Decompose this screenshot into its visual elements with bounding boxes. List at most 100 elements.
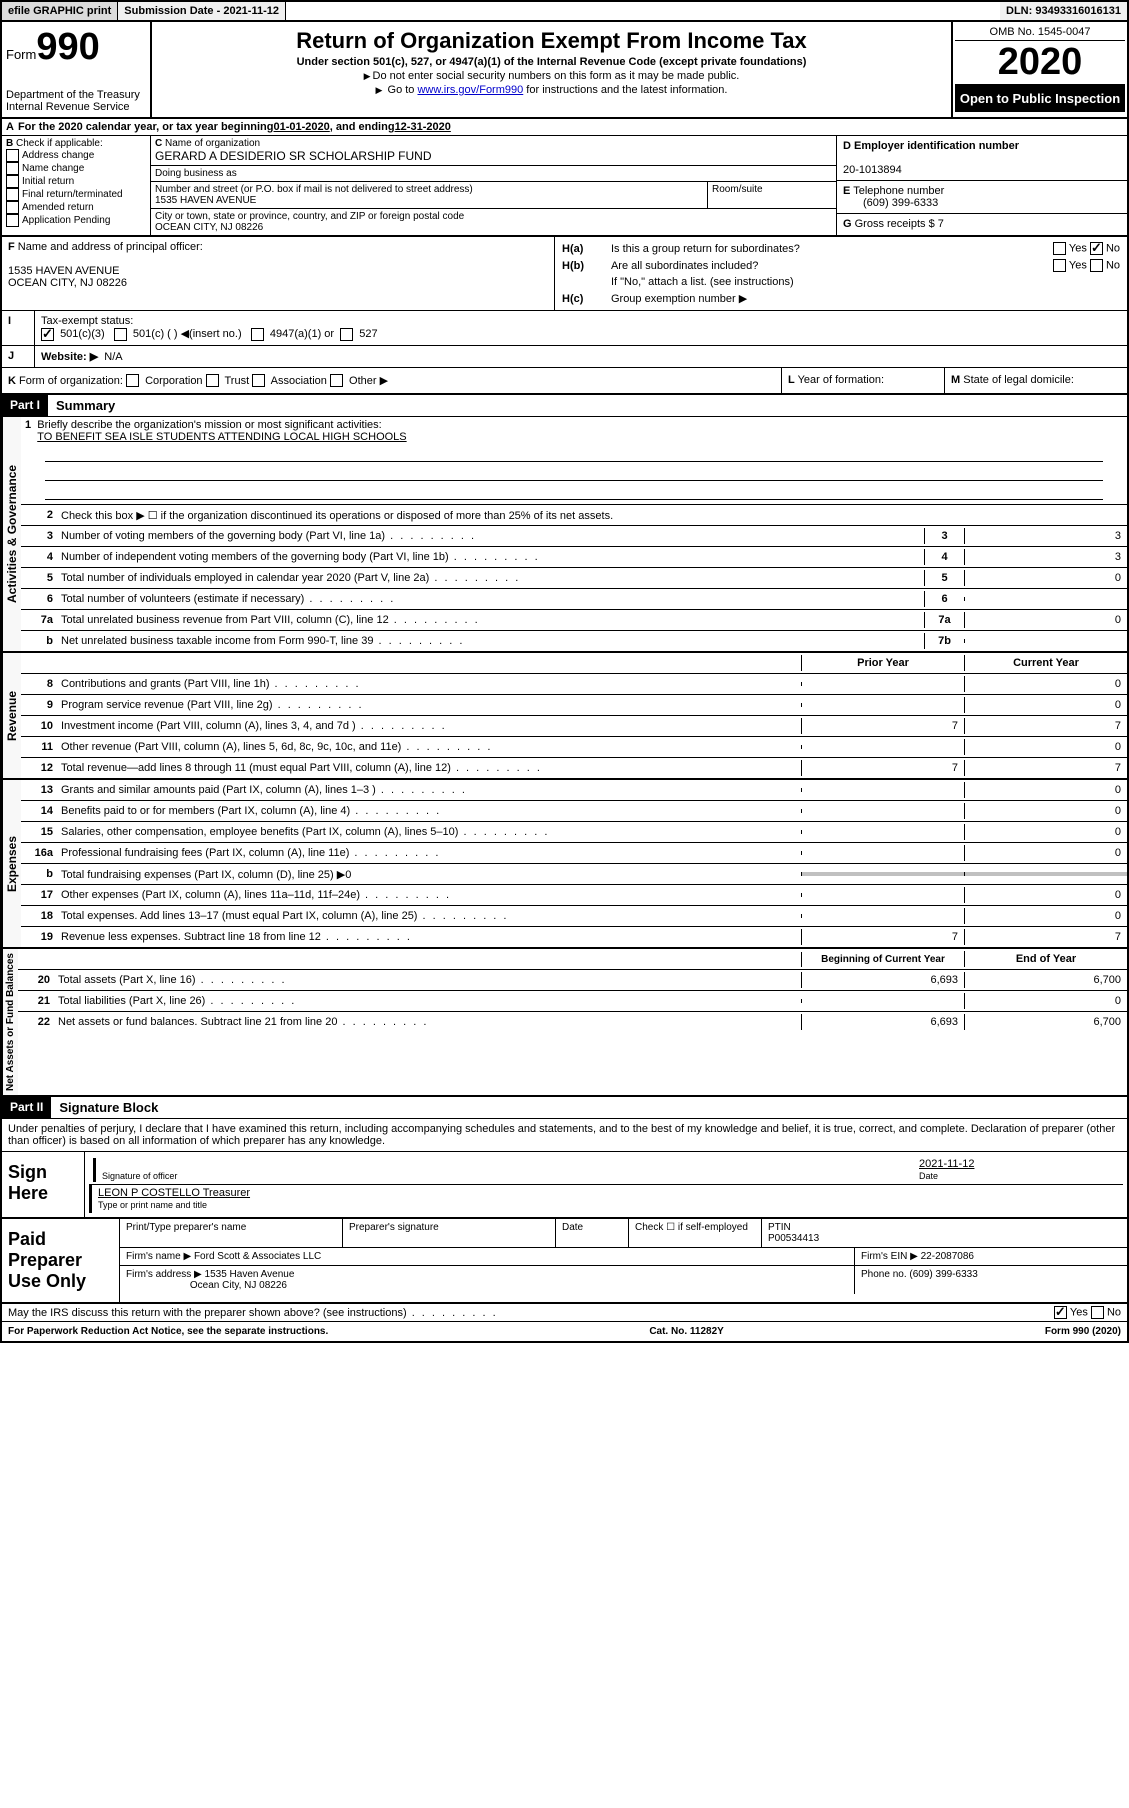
checkbox-pending[interactable] [6, 214, 19, 227]
l-cell: L Year of formation: [782, 368, 945, 394]
line2-label: Check this box ▶ ☐ if the organization d… [57, 507, 1127, 524]
line-row: 8Contributions and grants (Part VIII, li… [21, 674, 1127, 695]
tax-status-row: I Tax-exempt status: 501(c)(3) 501(c) ( … [2, 311, 1127, 346]
tax-status-label: Tax-exempt status: [41, 315, 133, 327]
ein-label: Employer identification number [854, 140, 1019, 152]
governance-body: 1 Briefly describe the organization's mi… [21, 417, 1127, 651]
opt-address: Address change [22, 150, 94, 161]
dln: DLN: 93493316016131 [1000, 2, 1127, 20]
principal-label: Name and address of principal officer: [18, 241, 203, 253]
ha-label: Is this a group return for subordinates? [610, 241, 984, 256]
firm-addr1: 1535 Haven Avenue [205, 1269, 295, 1280]
line-row: 6Total number of volunteers (estimate if… [21, 589, 1127, 610]
firm-phone: (609) 399-6333 [909, 1269, 977, 1280]
line-row: 15Salaries, other compensation, employee… [21, 822, 1127, 843]
gross-cell: G Gross receipts $ 7 [837, 214, 1127, 234]
line-row: 21Total liabilities (Part X, line 26)0 [18, 991, 1127, 1012]
ha-yes[interactable] [1053, 242, 1066, 255]
officer-name: LEON P COSTELLO Treasurer [98, 1187, 250, 1199]
form-box: Form990 Department of the Treasury Inter… [2, 22, 152, 117]
cb-527[interactable] [340, 328, 353, 341]
cb-corp[interactable] [126, 374, 139, 387]
line-a-pre: For the 2020 calendar year, or tax year … [18, 121, 274, 133]
part2-title: Signature Block [51, 1097, 166, 1118]
firm-ein-label: Firm's EIN ▶ [861, 1251, 918, 1262]
discuss-no[interactable] [1091, 1306, 1104, 1319]
discuss-row: May the IRS discuss this return with the… [2, 1304, 1127, 1322]
check-self-employed: Check ☐ if self-employed [629, 1219, 762, 1247]
cb-501c3[interactable] [41, 328, 54, 341]
paid-row-1: Print/Type preparer's name Preparer's si… [120, 1219, 1127, 1248]
sign-content: Signature of officer 2021-11-12 Date LEO… [85, 1152, 1127, 1217]
firm-phone-label: Phone no. [861, 1269, 907, 1280]
opt-527: 527 [359, 328, 377, 340]
sign-here-label: Sign Here [2, 1152, 85, 1217]
cb-501c[interactable] [114, 328, 127, 341]
cat-no: Cat. No. 11282Y [649, 1326, 723, 1337]
checkbox-amended[interactable] [6, 201, 19, 214]
checkbox-final[interactable] [6, 188, 19, 201]
firm-addr-cell: Firm's address ▶ 1535 Haven Avenue Ocean… [120, 1266, 855, 1294]
gross-label: Gross receipts $ [855, 218, 938, 230]
principal-addr2: OCEAN CITY, NJ 08226 [8, 277, 127, 289]
line-row: 17Other expenses (Part IX, column (A), l… [21, 885, 1127, 906]
vtab-revenue: Revenue [2, 653, 21, 778]
mission-block: 1 Briefly describe the organization's mi… [21, 417, 1127, 505]
line-row: 19Revenue less expenses. Subtract line 1… [21, 927, 1127, 947]
form-header: Form990 Department of the Treasury Inter… [2, 22, 1127, 119]
line-row: 4Number of independent voting members of… [21, 547, 1127, 568]
sig-officer-line: Signature of officer 2021-11-12 Date [89, 1156, 1123, 1185]
opt-final: Final return/terminated [22, 189, 123, 200]
line-row: 18Total expenses. Add lines 13–17 (must … [21, 906, 1127, 927]
line-row: 20Total assets (Part X, line 16)6,6936,7… [18, 970, 1127, 991]
checkbox-address-change[interactable] [6, 149, 19, 162]
form-number-value: 990 [36, 26, 99, 68]
ptin-label: PTIN [768, 1222, 791, 1233]
efile-label[interactable]: efile GRAPHIC print [2, 2, 118, 20]
cb-assoc[interactable] [252, 374, 265, 387]
col-begin: Beginning of Current Year [801, 952, 964, 967]
city-cell: City or town, state or province, country… [151, 209, 836, 235]
hb-yes[interactable] [1053, 259, 1066, 272]
section-f: F Name and address of principal officer:… [2, 237, 555, 310]
website-content: Website: ▶ N/A [35, 346, 1127, 367]
line-row: bNet unrelated business taxable income f… [21, 631, 1127, 651]
irs-link[interactable]: www.irs.gov/Form990 [417, 84, 523, 96]
opt-initial: Initial return [22, 176, 74, 187]
opt-501c3: 501(c)(3) [60, 328, 105, 340]
checkbox-initial[interactable] [6, 175, 19, 188]
netassets-body: Beginning of Current Year End of Year 20… [18, 949, 1127, 1095]
tax-year: 2020 [955, 41, 1125, 85]
k-corp: Corporation [145, 375, 202, 387]
k-trust: Trust [224, 375, 249, 387]
part2-badge: Part II [2, 1097, 51, 1118]
line-row: 10Investment income (Part VIII, column (… [21, 716, 1127, 737]
line1-value: TO BENEFIT SEA ISLE STUDENTS ATTENDING L… [37, 431, 406, 443]
paid-row-3: Firm's address ▶ 1535 Haven Avenue Ocean… [120, 1266, 1127, 1294]
ha-no[interactable] [1090, 242, 1103, 255]
department: Department of the Treasury Internal Reve… [6, 89, 146, 113]
discuss-yes[interactable] [1054, 1306, 1067, 1319]
city-label: City or town, state or province, country… [155, 211, 464, 222]
cb-4947[interactable] [251, 328, 264, 341]
cb-other[interactable] [330, 374, 343, 387]
hb-no[interactable] [1090, 259, 1103, 272]
line-a-begin: 01-01-2020 [274, 121, 330, 133]
gross-value: 7 [938, 218, 944, 230]
dln-value: 93493316016131 [1035, 5, 1121, 17]
cb-trust[interactable] [206, 374, 219, 387]
website-label: Website: ▶ [41, 351, 98, 363]
line-row: 14Benefits paid to or for members (Part … [21, 801, 1127, 822]
checkbox-name-change[interactable] [6, 162, 19, 175]
phone-label: Telephone number [853, 185, 944, 197]
discuss-label: May the IRS discuss this return with the… [8, 1307, 498, 1319]
form-title: Return of Organization Exempt From Incom… [160, 28, 943, 54]
line2-row: 2 Check this box ▶ ☐ if the organization… [21, 505, 1127, 526]
opt-pending: Application Pending [22, 215, 110, 226]
omb-number: OMB No. 1545-0047 [955, 24, 1125, 41]
paid-preparer-block: Paid Preparer Use Only Print/Type prepar… [2, 1219, 1127, 1304]
ptin-cell: PTIN P00534413 [762, 1219, 1127, 1247]
hb-note: If "No," attach a list. (see instruction… [610, 275, 1121, 289]
org-name-cell: C Name of organization GERARD A DESIDERI… [151, 136, 836, 166]
revenue-block: Revenue Prior Year Current Year 8Contrib… [2, 653, 1127, 780]
